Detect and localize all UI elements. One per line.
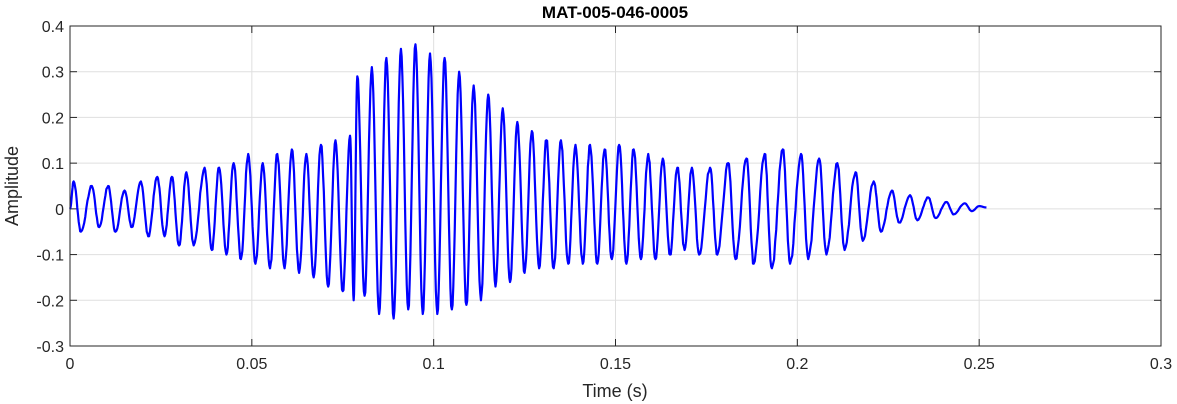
x-tick-label: 0.3 bbox=[1150, 356, 1172, 373]
y-tick-label: 0.3 bbox=[42, 65, 64, 82]
y-tick-label: -0.3 bbox=[36, 339, 64, 356]
y-tick-label: 0.1 bbox=[42, 156, 64, 173]
y-tick-label: -0.1 bbox=[36, 248, 64, 265]
y-axis-label: Amplitude bbox=[2, 146, 22, 226]
series-group bbox=[69, 43, 987, 320]
y-tick-labels: -0.3 -0.2 -0.1 0 0.1 0.2 0.3 0.4 bbox=[36, 19, 64, 356]
series-line bbox=[69, 43, 987, 320]
x-tick-labels: 0 0.05 0.1 0.15 0.2 0.25 0.3 bbox=[66, 356, 1173, 373]
chart-title: MAT-005-046-0005 bbox=[542, 3, 688, 22]
y-tick-label: 0 bbox=[55, 202, 64, 219]
y-tick-label: 0.2 bbox=[42, 110, 64, 127]
plot-frame bbox=[69, 25, 1162, 347]
x-tick-label: 0 bbox=[66, 356, 75, 373]
x-tick-label: 0.25 bbox=[964, 356, 995, 373]
x-tick-label: 0.05 bbox=[236, 356, 267, 373]
x-tick-label: 0.1 bbox=[423, 356, 445, 373]
y-tick-label: -0.2 bbox=[36, 293, 64, 310]
y-tick-label: 0.4 bbox=[42, 19, 64, 36]
x-tick-label: 0.15 bbox=[600, 356, 631, 373]
x-tick-label: 0.2 bbox=[786, 356, 808, 373]
x-axis-label: Time (s) bbox=[582, 381, 647, 401]
